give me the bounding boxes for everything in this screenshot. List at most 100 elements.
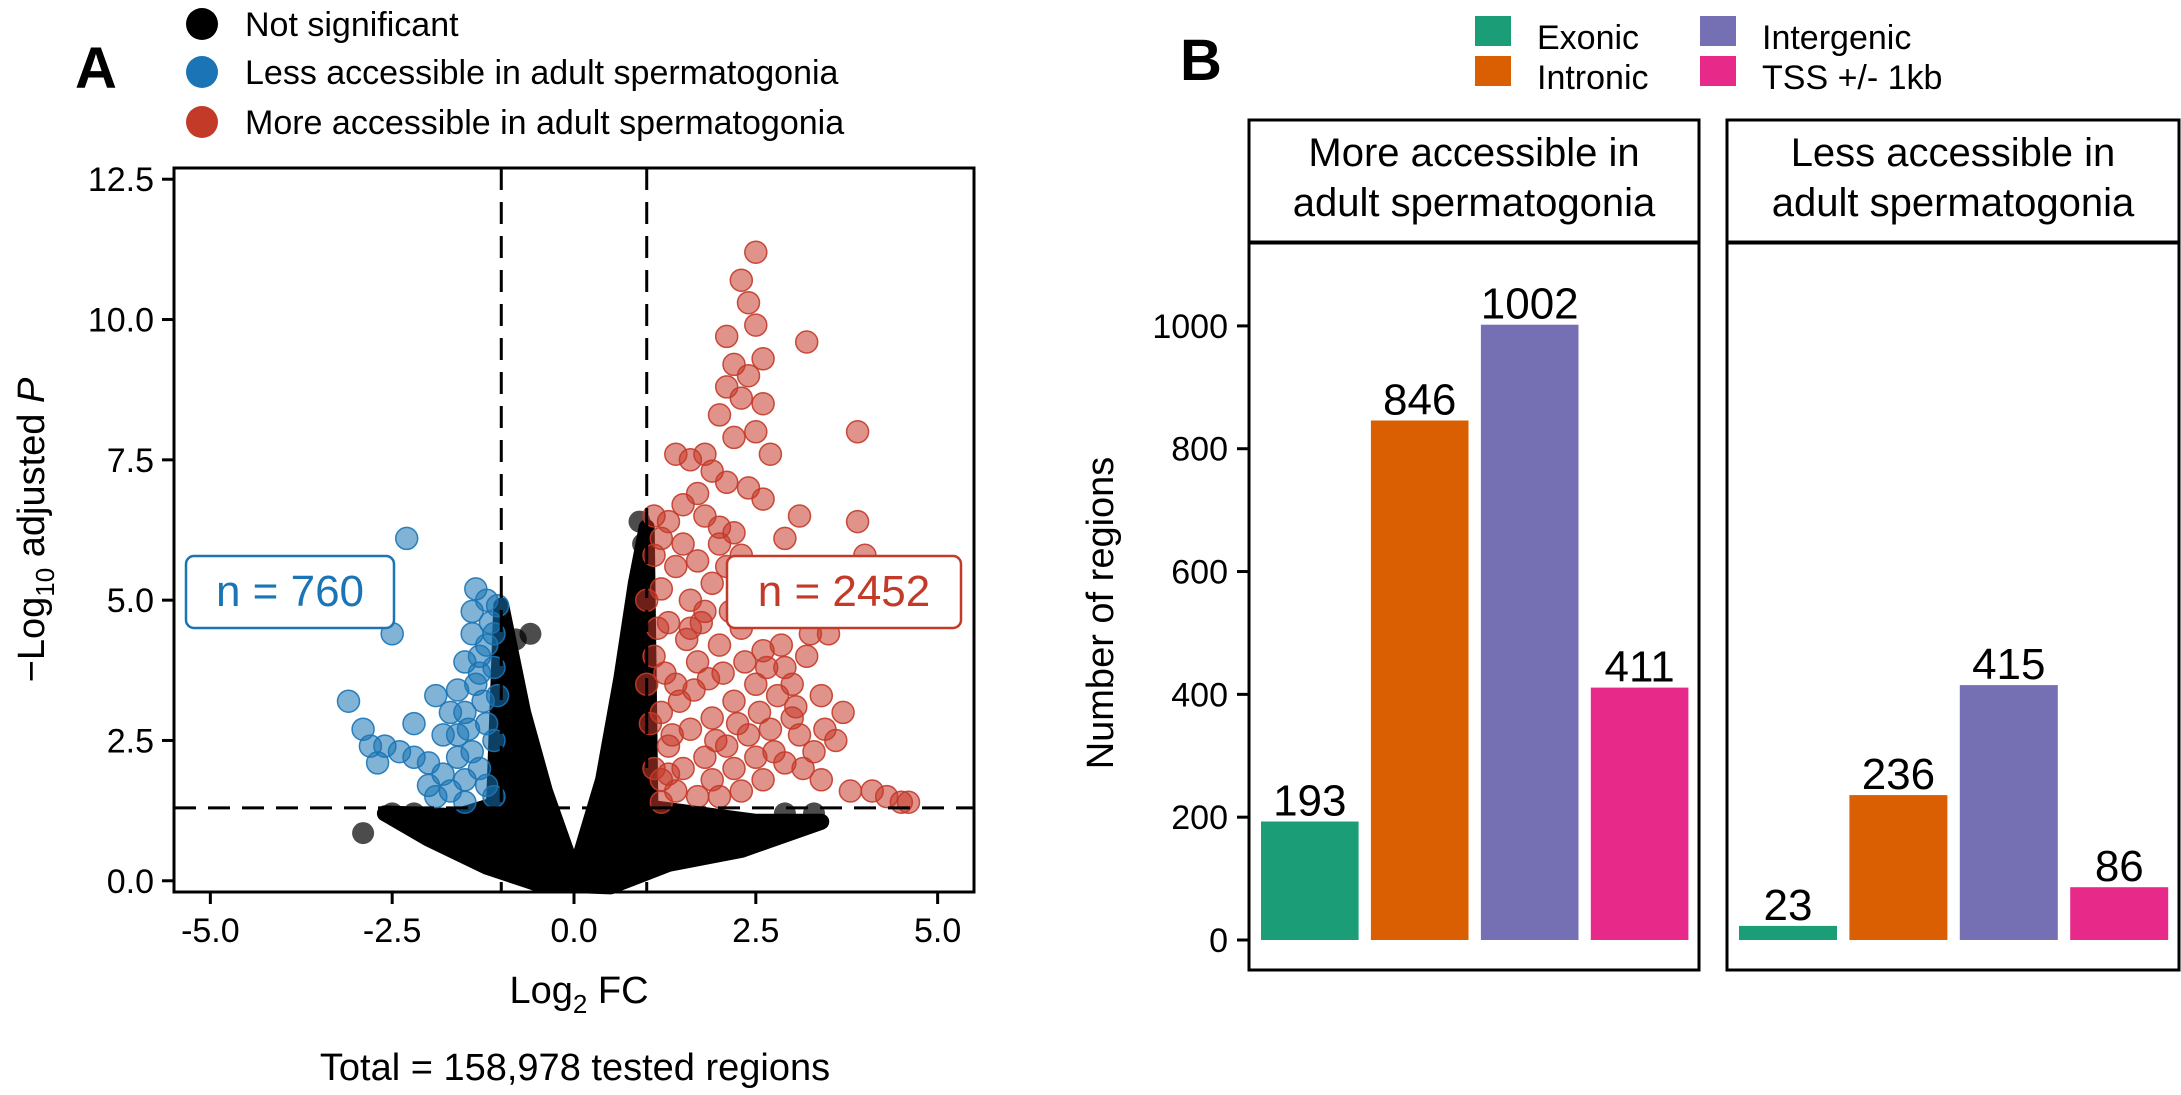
point-more-accessible <box>744 672 768 697</box>
more-count-annotation: n = 2452 <box>725 554 963 630</box>
point-more-accessible <box>653 661 677 685</box>
point-more-accessible <box>744 313 768 337</box>
legend-label-more-accessible: More accessible in adult spermatogonia <box>245 104 844 142</box>
point-more-accessible <box>660 723 684 747</box>
legend-label-intergenic: Intergenic <box>1762 19 1911 57</box>
point-not-significant <box>744 819 767 842</box>
volcano-plot-panel: A Not significant Less accessible in adu… <box>11 6 976 1089</box>
legend-label-intronic: Intronic <box>1537 59 1649 97</box>
point-more-accessible <box>754 655 779 680</box>
point-not-significant <box>773 802 796 825</box>
point-more-accessible <box>725 711 750 736</box>
point-more-accessible <box>700 768 724 792</box>
point-more-accessible <box>729 386 754 410</box>
point-less-accessible <box>336 689 361 713</box>
point-more-accessible <box>751 391 775 416</box>
point-not-significant <box>352 822 375 845</box>
x-tick-label: -5.0 <box>181 912 240 950</box>
point-not-significant <box>693 836 716 859</box>
point-more-accessible <box>769 633 794 657</box>
threshold-lines <box>174 168 974 892</box>
point-more-accessible <box>722 689 746 713</box>
point-not-significant <box>446 824 469 847</box>
bar-value-label: 236 <box>1862 750 1935 799</box>
point-more-accessible <box>642 504 666 528</box>
legend-label-exonic: Exonic <box>1537 19 1639 57</box>
point-more-accessible <box>700 706 724 730</box>
point-not-significant <box>381 802 404 825</box>
bar-y-tick-label: 400 <box>1171 676 1228 714</box>
point-more-accessible <box>838 779 863 803</box>
less-count-label: n = 760 <box>216 567 364 616</box>
point-more-accessible <box>707 403 732 427</box>
volcano-legend: Not significant Less accessible in adult… <box>186 6 844 142</box>
point-more-accessible <box>671 532 695 556</box>
less-count-box <box>184 554 396 630</box>
point-more-accessible <box>802 739 826 764</box>
point-less-accessible <box>416 773 441 798</box>
bar-legend: Exonic Intronic Intergenic TSS +/- 1kb <box>1475 16 1942 97</box>
point-more-accessible <box>649 526 674 551</box>
point-less-accessible <box>365 751 390 775</box>
point-more-accessible <box>744 240 768 264</box>
point-more-accessible <box>736 363 761 388</box>
legend-key-more-accessible <box>186 106 218 138</box>
point-more-accessible <box>707 633 732 657</box>
point-more-accessible <box>722 425 746 450</box>
point-more-accessible <box>751 347 775 371</box>
x-axis-title-subscript: 2 <box>573 989 587 1019</box>
bar-y-tick-label: 600 <box>1171 554 1228 592</box>
point-less-accessible <box>482 728 506 753</box>
point-more-accessible <box>711 661 735 685</box>
point-more-accessible <box>645 616 670 640</box>
point-more-accessible <box>758 442 783 466</box>
point-more-accessible <box>813 717 837 741</box>
bar-tss <box>1590 687 1689 940</box>
point-more-accessible <box>714 470 739 495</box>
legend-key-intronic <box>1475 56 1511 86</box>
point-more-accessible <box>831 700 855 725</box>
legend-key-exonic <box>1475 16 1511 46</box>
point-more-accessible <box>693 599 717 624</box>
point-more-accessible <box>809 683 834 708</box>
point-more-accessible <box>656 762 681 786</box>
panel-label-a: A <box>75 36 117 101</box>
bar-value-label: 193 <box>1273 777 1346 826</box>
point-more-accessible <box>896 790 921 814</box>
point-more-accessible <box>664 554 688 579</box>
legend-key-intergenic <box>1700 16 1736 46</box>
point-more-accessible <box>845 420 870 444</box>
point-more-accessible <box>642 644 666 669</box>
bar-y-axis: 0 200 400 600 800 1000 <box>1152 308 1249 960</box>
bar-chart-panel: B Exonic Intronic Intergenic TSS +/- 1kb… <box>1080 16 2181 972</box>
more-count-label: n = 2452 <box>758 567 931 616</box>
point-not-significant <box>424 819 447 842</box>
point-less-accessible <box>474 633 499 657</box>
point-more-accessible <box>794 330 819 354</box>
point-more-accessible <box>664 442 688 466</box>
point-more-accessible <box>794 644 819 669</box>
point-more-accessible <box>678 616 703 640</box>
point-more-accessible <box>671 492 695 517</box>
point-less-accessible <box>464 672 488 697</box>
y-tick-label: 0.0 <box>107 863 154 901</box>
bar-intronic <box>1849 795 1948 940</box>
bar-value-label: 86 <box>2095 842 2144 891</box>
point-more-accessible <box>693 745 717 770</box>
bar-value-label: 411 <box>1605 643 1675 692</box>
point-more-accessible <box>747 700 772 725</box>
point-more-accessible <box>722 756 746 781</box>
panel-label-b: B <box>1180 28 1222 93</box>
total-caption: Total = 158,978 tested regions <box>320 1047 830 1089</box>
bar-exonic <box>1261 821 1359 940</box>
bar-y-tick-label: 0 <box>1209 922 1228 960</box>
facet-more-panel-border <box>1247 241 1701 972</box>
x-tick-label: -2.5 <box>363 912 422 950</box>
point-not-significant <box>475 841 498 864</box>
point-more-accessible <box>809 768 834 792</box>
y-tick-label: 12.5 <box>88 161 154 199</box>
bar-intronic <box>1370 420 1469 940</box>
point-more-accessible <box>638 711 663 736</box>
point-more-accessible <box>704 728 728 753</box>
point-more-accessible <box>780 672 804 697</box>
